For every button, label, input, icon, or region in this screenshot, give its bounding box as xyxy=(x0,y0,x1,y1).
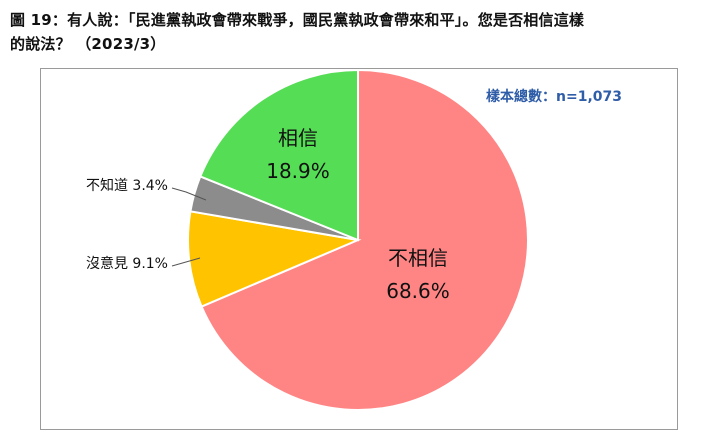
slice-label-0: 不相信 xyxy=(388,246,448,270)
pie-slice-0 xyxy=(200,68,529,411)
chart-title-line-2: 的說法？ （2023/3） xyxy=(10,35,166,53)
chart-title: 圖 19：有人說：「民進黨執政會帶來戰爭，國民黨執政會帶來和平」。您是否相信這樣… xyxy=(10,8,700,56)
slice-value-3: 18.9% xyxy=(266,159,330,183)
leader-line-1 xyxy=(171,257,201,267)
slice-label-3: 相信 xyxy=(278,126,318,150)
leader-line-2 xyxy=(171,187,207,201)
slice-value-1: 沒意見 9.1% xyxy=(86,255,168,272)
chart-title-line-1: 圖 19：有人說：「民進黨執政會帶來戰爭，國民黨執政會帶來和平」。您是否相信這樣 xyxy=(10,11,585,29)
pie-slice-3 xyxy=(199,68,359,242)
slice-value-2: 不知道 3.4% xyxy=(86,177,168,194)
sample-size-label: 樣本總數：n=1,073 xyxy=(486,89,622,105)
pie-slice-1 xyxy=(187,210,362,308)
slice-value-0: 68.6% xyxy=(386,279,450,303)
